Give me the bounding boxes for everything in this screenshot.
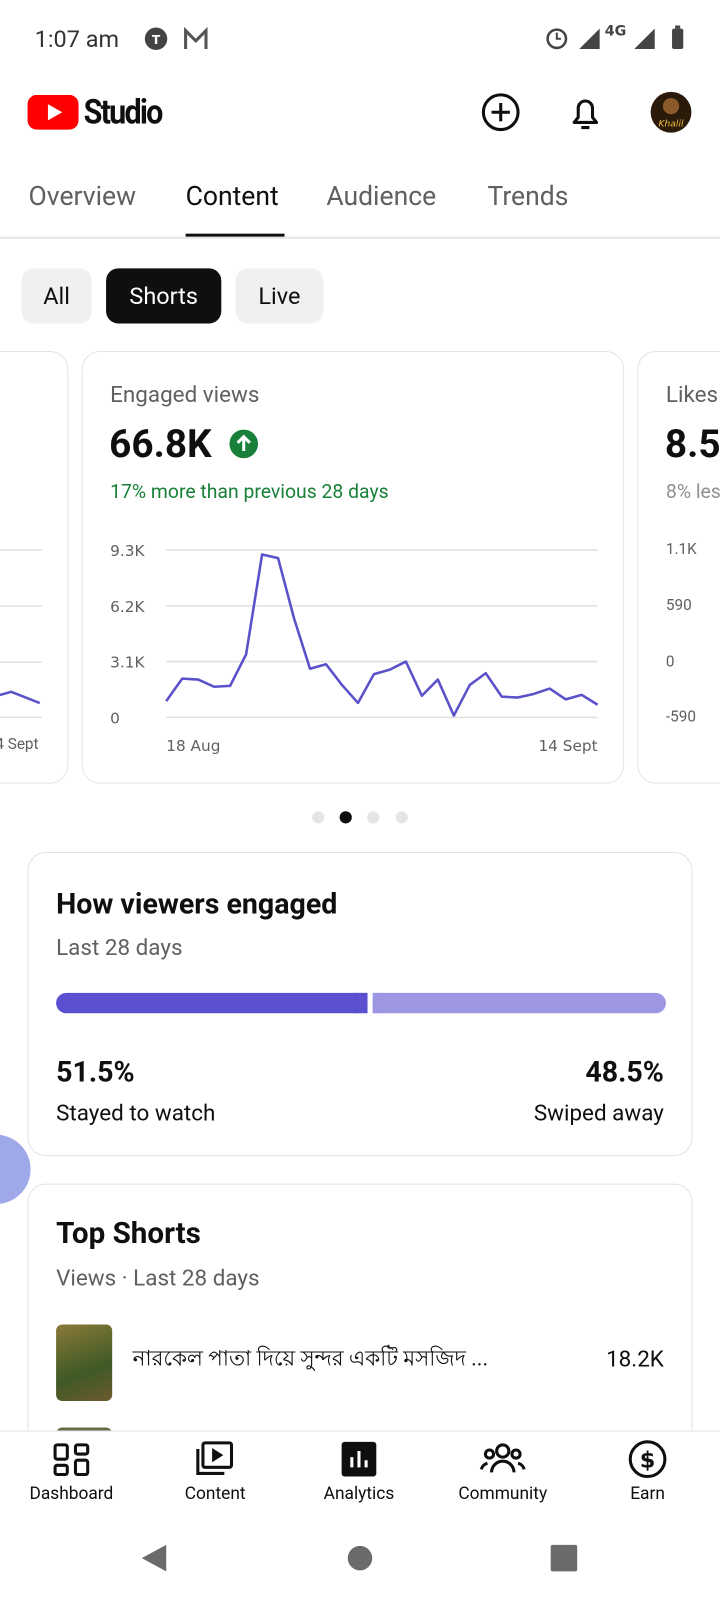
metric-card-next[interactable]: Likes 8.5 8% les 1.1K 590 0 -590 [637, 351, 720, 784]
nav-item[interactable]: Community [458, 1483, 548, 1505]
short-views: 18.2K [606, 1346, 664, 1373]
segment-value: 48.5% [585, 1055, 664, 1089]
network-label: 4G [605, 24, 627, 40]
x-tick-label: 14 Sept [0, 734, 39, 754]
tab-active[interactable]: Content [185, 181, 279, 213]
up-icon [229, 429, 259, 459]
nav-item[interactable]: Earn [630, 1483, 665, 1505]
metric-title: Likes [665, 382, 719, 409]
brand: Studio [83, 91, 164, 133]
filter-chip[interactable]: Live [235, 268, 324, 324]
filter-chip[interactable]: All [21, 268, 92, 324]
x-tick-label: 18 Aug [166, 737, 220, 755]
header-actions[interactable]: Khalil [469, 82, 714, 143]
y-tick-label: 1.1K [665, 539, 697, 559]
nav-item[interactable]: Analytics [323, 1483, 395, 1505]
y-tick-label: 0 [665, 652, 675, 671]
y-tick-label: -590 [665, 707, 696, 726]
status-time: 1:07 am [34, 25, 120, 54]
engagement-segment-edge [372, 992, 385, 1014]
tab-underline [185, 233, 285, 237]
engagement-segment-edge [355, 992, 368, 1014]
nav-item[interactable]: Content [184, 1483, 246, 1505]
card-title: Top Shorts [56, 1216, 201, 1252]
y-tick-label: 6.2K [110, 598, 145, 616]
card-subtitle: Views · Last 28 days [56, 1266, 260, 1292]
engagement-segment [56, 992, 368, 1014]
pager-dots [312, 811, 408, 824]
metric-value: 66.8K [109, 422, 212, 468]
nav-icons: $ [53, 1440, 667, 1479]
metric-change: 8% les [665, 479, 720, 504]
y-tick-label: 0 [110, 709, 120, 727]
segment-label: Swiped away [533, 1101, 664, 1127]
tab[interactable]: Overview [28, 181, 137, 213]
thumbnail[interactable] [56, 1324, 113, 1402]
metric-card[interactable]: Engaged views 66.8K 17% more than previo… [81, 351, 625, 784]
tab[interactable]: Trends [487, 181, 569, 213]
engagement-segment [372, 992, 666, 1014]
system-nav[interactable] [0, 1536, 720, 1582]
svg-text:T: T [152, 33, 161, 47]
metric-change: 17% more than previous 28 days [110, 479, 389, 504]
metric-card-previous[interactable]: 14 Sept [0, 351, 69, 784]
card-chart [0, 549, 42, 719]
svg-text:Khalil: Khalil [658, 119, 684, 130]
youtube-logo [27, 94, 79, 130]
metric-title: Engaged views [110, 382, 260, 409]
short-title[interactable]: নারকেল পাতা দিয়ে সুন্দর একটি মসজিদ ... [132, 1346, 489, 1372]
nav-item[interactable]: Dashboard [29, 1483, 114, 1505]
line-chart: 0 3.1K 6.2K 9.3K 18 Aug 14 Sept [110, 542, 599, 755]
card-subtitle: Last 28 days [56, 935, 183, 962]
y-tick-label: 3.1K [110, 654, 145, 672]
x-tick-label: 14 Sept [538, 737, 597, 755]
data-line [165, 553, 599, 717]
svg-text:$: $ [640, 1447, 656, 1473]
filter-chip-active[interactable]: Shorts [106, 268, 222, 324]
y-tick-label: 9.3K [110, 542, 145, 560]
y-tick-label: 590 [665, 595, 692, 615]
status-right: 4G [546, 24, 684, 50]
metric-value: 8.5 [664, 422, 720, 468]
floating-button[interactable] [0, 1134, 31, 1205]
segment-label: Stayed to watch [56, 1101, 216, 1127]
status-icons: T [144, 26, 208, 50]
divider [0, 236, 720, 239]
segment-value: 51.5% [56, 1055, 135, 1089]
tab[interactable]: Audience [326, 181, 437, 213]
engagement-card: How viewers engaged Last 28 days 51.5% 4… [27, 852, 693, 1157]
engagement-bar [56, 992, 666, 1014]
card-title: How viewers engaged [56, 886, 338, 921]
